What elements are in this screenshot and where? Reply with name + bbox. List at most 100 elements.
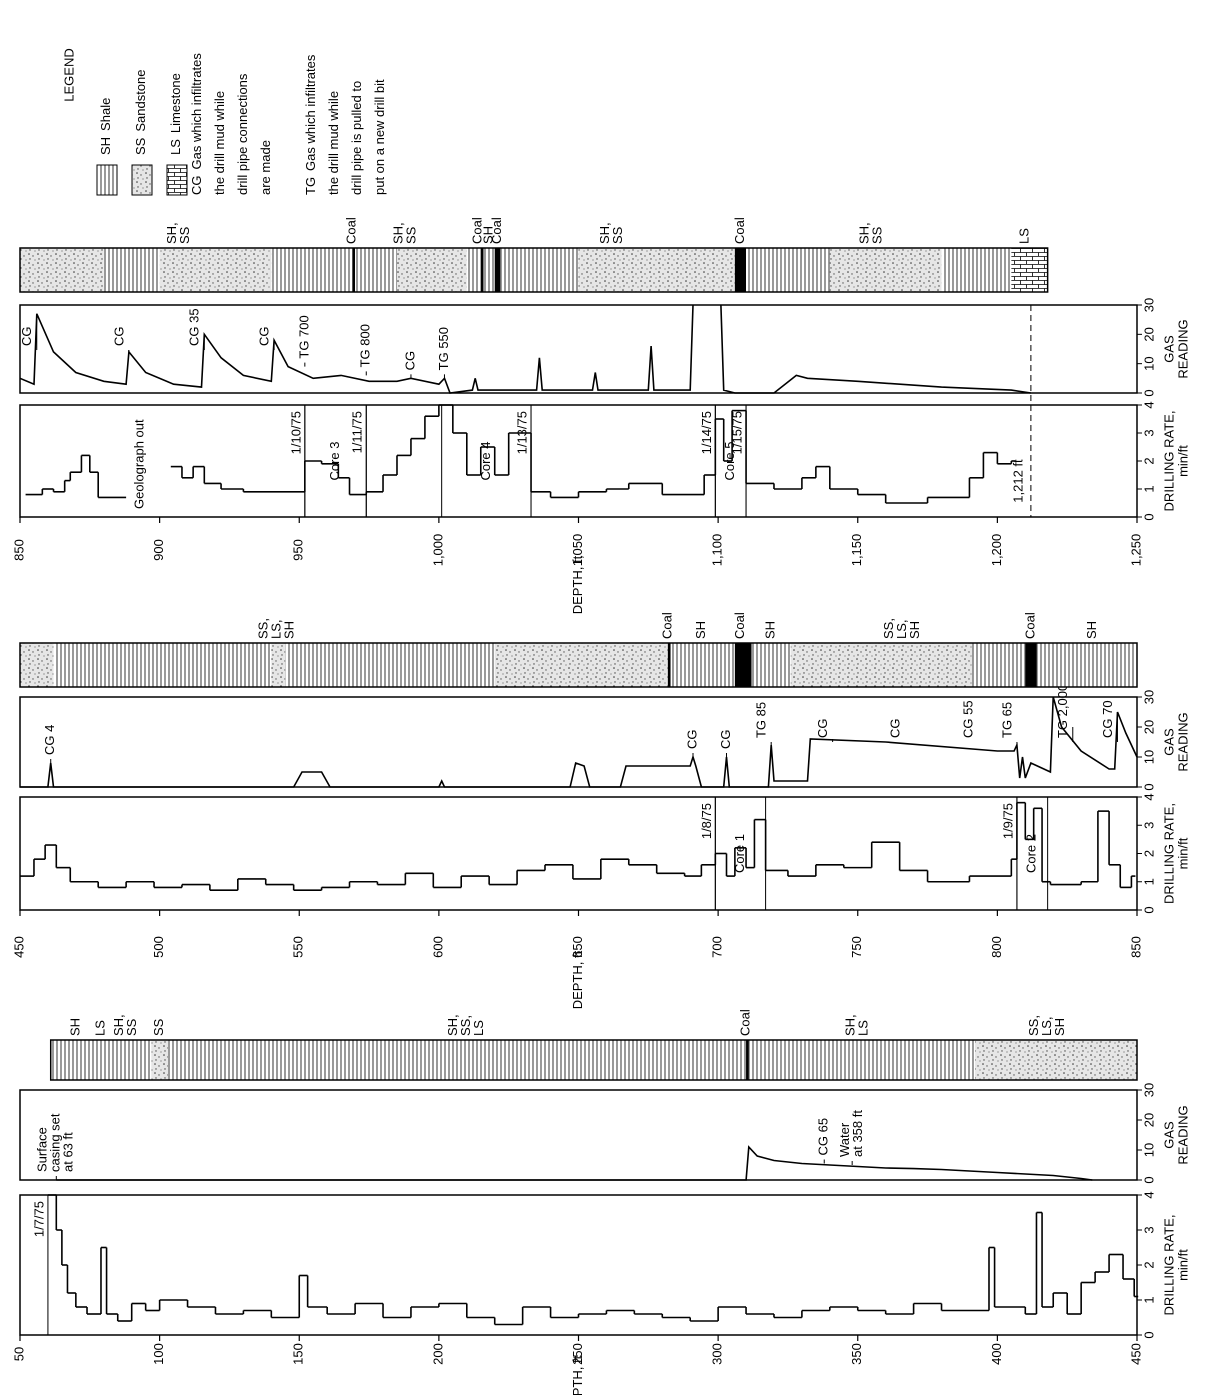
legend-code: CG [189, 176, 204, 196]
lithology-label: SH, [843, 1014, 858, 1036]
lithology-label: Coal [732, 217, 747, 244]
gas-annotation: CG [257, 327, 272, 347]
lithology-interval [494, 248, 501, 292]
gas-line [19, 304, 1032, 394]
y-tick-label: 0 [1141, 513, 1156, 520]
lithology-interval [500, 248, 579, 292]
core-label: Core 2 [1024, 834, 1039, 873]
gas-annotation: CG [684, 730, 699, 750]
y-tick-label: 4 [1141, 793, 1156, 800]
x-tick-label: 500 [151, 936, 166, 958]
legend-entry: the drill mud while [326, 91, 341, 195]
note: Geolograph out [132, 419, 147, 509]
legend-swatch [96, 164, 118, 196]
y-tick-label: 10 [1141, 356, 1156, 370]
lithology-label: SH, [390, 222, 405, 244]
lithology-label: LS, [894, 619, 909, 639]
lithology-label: SH [281, 621, 296, 639]
gas-annotation: Water [837, 1122, 852, 1157]
lithology-interval [667, 643, 671, 687]
y-axis-label: GAS [1161, 1121, 1176, 1149]
gas-annotation: CG [815, 719, 830, 739]
legend-swatch [131, 164, 153, 196]
legend-text: the drill mud while [326, 91, 341, 195]
lithology-label: LS [92, 1020, 107, 1036]
lithology-label: LS [856, 1020, 871, 1036]
y-tick-label: 2 [1141, 850, 1156, 857]
legend-code: SH [98, 137, 113, 155]
legend-text: Shale [98, 98, 113, 131]
lithology-interval [941, 248, 1012, 292]
y-axis-label: DRILLING RATE, [1161, 803, 1176, 904]
gas-annotation: CG [19, 327, 34, 347]
y-axis-label: READING [1175, 1105, 1190, 1164]
y-tick-label: 2 [1141, 457, 1156, 464]
lithology-interval [734, 248, 747, 292]
y-tick-label: 3 [1141, 822, 1156, 829]
x-axis-label: DEPTH, ft [570, 1355, 585, 1395]
legend-entry: the drill mud while [212, 91, 227, 195]
x-tick-label: 850 [11, 539, 26, 561]
legend-text: Sandstone [133, 69, 148, 131]
marker-label: 1,212 ft [1010, 459, 1025, 503]
y-tick-label: 10 [1141, 750, 1156, 764]
date-label: 1/8/75 [699, 803, 714, 839]
x-tick-label: 350 [849, 1343, 864, 1365]
lithology-interval [1011, 248, 1048, 292]
legend-entry: CG Gas which infiltrates [189, 53, 204, 195]
lithology-interval [494, 643, 668, 687]
lithology-interval [159, 248, 272, 292]
lithology-interval [746, 1040, 749, 1080]
lithology-label: SH [1052, 1018, 1067, 1036]
lithology-interval [50, 1040, 152, 1080]
gas-annotation: CG 55 [960, 700, 975, 738]
gas-annotation: casing set [48, 1113, 63, 1172]
lithology-interval [670, 643, 735, 687]
x-tick-label: 450 [11, 936, 26, 958]
y-tick-label: 0 [1141, 783, 1156, 790]
lithology-interval [271, 248, 353, 292]
lithology-label: SH, [597, 222, 612, 244]
date-label: 1/11/75 [350, 411, 365, 453]
x-tick-label: 400 [989, 1343, 1004, 1365]
lithology-interval [271, 643, 286, 687]
legend-entry: TG Gas which infiltrates [303, 54, 318, 195]
gas-line [20, 696, 1138, 788]
gas-annotation: TG 700 [296, 315, 311, 358]
core-label: Core 4 [478, 441, 493, 480]
x-tick-label: 900 [151, 539, 166, 561]
lithology-interval [103, 248, 160, 292]
gas-annotation: CG [111, 327, 126, 347]
x-tick-label: 600 [430, 936, 445, 958]
gas-line [56, 1145, 1093, 1181]
y-tick-label: 20 [1141, 1113, 1156, 1127]
y-axis-label: GAS [1161, 728, 1176, 756]
lithology-label: SH [693, 621, 708, 639]
gas-frame [19, 1089, 1138, 1181]
drilling-rate-frame [19, 404, 1138, 518]
y-tick-label: 0 [1141, 906, 1156, 913]
legend-code: LS [168, 139, 183, 155]
x-tick-label: 650 [570, 936, 585, 958]
y-tick-label: 1 [1141, 485, 1156, 492]
x-tick-label: 850 [1128, 936, 1143, 958]
x-tick-label: 700 [710, 936, 725, 958]
y-tick-label: 20 [1141, 327, 1156, 341]
gas-annotation: TG 550 [436, 327, 451, 370]
y-tick-label: 0 [1141, 389, 1156, 396]
lithology-label: SS [124, 1018, 139, 1036]
y-tick-label: 3 [1141, 429, 1156, 436]
lithology-label: SS [403, 226, 418, 244]
core-label: Core 3 [327, 441, 342, 480]
lithology-interval [355, 248, 397, 292]
lithology-label: SS, [1026, 1015, 1041, 1036]
legend-text: Gas which infiltrates [189, 53, 204, 170]
legend-text: are made [258, 140, 273, 195]
y-tick-label: 0 [1141, 1176, 1156, 1183]
legend-code: TG [303, 177, 318, 195]
legend-text: the drill mud while [212, 91, 227, 195]
lithology-interval [151, 1040, 169, 1080]
lithology-interval [168, 1040, 747, 1080]
legend-code: SS [133, 137, 148, 155]
